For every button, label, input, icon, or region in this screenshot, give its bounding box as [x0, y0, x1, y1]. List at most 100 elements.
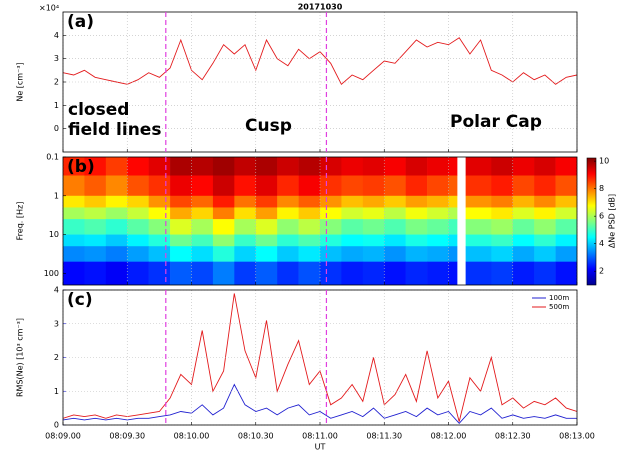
heat-cell	[234, 246, 257, 262]
heat-cell	[512, 207, 535, 220]
heat-cell	[427, 195, 449, 208]
y-axis-label: Ne [cm⁻³]	[16, 62, 25, 101]
heat-cell	[320, 195, 342, 208]
heat-cell	[148, 261, 171, 285]
heat-cell	[448, 234, 458, 247]
heat-cell	[84, 207, 107, 220]
heat-cell	[105, 219, 128, 235]
heat-cell	[84, 219, 107, 235]
heat-cell	[362, 175, 385, 197]
y-tick-label: 3	[54, 319, 59, 328]
y-tick-label: 100	[44, 269, 59, 278]
heat-cell	[234, 207, 257, 220]
heat-cell	[105, 207, 128, 220]
colorbar-tick-label: 10	[599, 157, 609, 166]
heat-cell	[277, 219, 299, 235]
heat-cell	[427, 246, 449, 262]
heat-cell	[298, 195, 321, 208]
heat-cell	[448, 261, 458, 285]
plot-area	[63, 293, 577, 424]
colorbar-tick-label: 6	[599, 212, 604, 221]
heat-cell	[63, 175, 85, 197]
axis-multiplier: ×10⁴	[39, 4, 59, 13]
heat-cell	[384, 261, 406, 285]
y-tick-label: 10	[49, 230, 59, 239]
heat-cell	[298, 246, 321, 262]
heat-cell	[255, 207, 278, 220]
heat-cell	[277, 207, 299, 220]
heat-cell	[148, 219, 171, 235]
heat-cell	[465, 195, 492, 208]
heat-cell	[191, 246, 214, 262]
heat-cell	[362, 219, 385, 235]
heat-cell	[362, 207, 385, 220]
heat-cell	[255, 234, 278, 247]
plot-area	[63, 157, 577, 285]
heat-cell	[277, 261, 299, 285]
heat-cell	[362, 246, 385, 262]
heat-cell	[105, 195, 128, 208]
y-tick-label: 3	[54, 54, 59, 63]
heat-cell	[277, 234, 299, 247]
heat-cell	[534, 207, 556, 220]
heat-cell	[84, 261, 107, 285]
heat-cell	[491, 219, 514, 235]
heat-cell	[491, 195, 514, 208]
heat-cell	[512, 234, 535, 247]
heat-cell	[212, 234, 235, 247]
heat-cell	[405, 261, 428, 285]
heat-cell	[277, 195, 299, 208]
heat-cell	[255, 175, 278, 197]
heat-cell	[320, 175, 342, 197]
x-tick-label: 08:13.00	[559, 432, 595, 441]
chart-title: 20171030	[298, 3, 343, 12]
heat-cell	[405, 234, 428, 247]
annotation: Polar Cap	[450, 112, 542, 132]
y-tick-label: 1	[54, 191, 59, 200]
heat-cell	[320, 234, 342, 247]
heat-cell	[234, 157, 257, 176]
heat-cell	[341, 195, 364, 208]
x-tick-label: 08:10.00	[174, 432, 210, 441]
heat-cell	[170, 195, 192, 208]
panel-label: (a)	[67, 12, 94, 32]
colorbar	[586, 157, 597, 286]
legend-label: 100m	[549, 294, 569, 302]
heat-cell	[277, 157, 299, 176]
heat-cell	[84, 157, 107, 176]
heat-cell	[298, 234, 321, 247]
y-tick-label: 1	[54, 101, 59, 110]
heat-cell	[448, 175, 458, 197]
heat-cell	[255, 157, 278, 176]
heat-cell	[105, 175, 128, 197]
heat-cell	[212, 219, 235, 235]
heat-cell	[384, 246, 406, 262]
heat-cell	[105, 234, 128, 247]
heat-cell	[448, 207, 458, 220]
heat-cell	[170, 175, 192, 197]
heat-cell	[298, 157, 321, 176]
heat-cell	[555, 195, 577, 208]
heat-cell	[448, 219, 458, 235]
legend-label: 500m	[549, 303, 569, 311]
heat-cell	[341, 246, 364, 262]
y-tick-label: 0.1	[46, 153, 59, 162]
heat-cell	[384, 157, 406, 176]
heat-cell	[427, 175, 449, 197]
heat-cell	[255, 261, 278, 285]
heat-cell	[255, 219, 278, 235]
heat-cell	[384, 234, 406, 247]
panel-label: (c)	[67, 290, 93, 310]
x-tick-label: 08:12.30	[495, 432, 531, 441]
heat-cell	[465, 261, 492, 285]
heat-cell	[105, 261, 128, 285]
y-tick-label: 2	[54, 353, 59, 362]
heat-cell	[148, 246, 171, 262]
x-tick-label: 08:11.30	[366, 432, 402, 441]
heat-cell	[170, 246, 192, 262]
heat-cell	[491, 246, 514, 262]
heat-cell	[191, 261, 214, 285]
heat-cell	[84, 175, 107, 197]
y-tick-label: 4	[54, 31, 59, 40]
